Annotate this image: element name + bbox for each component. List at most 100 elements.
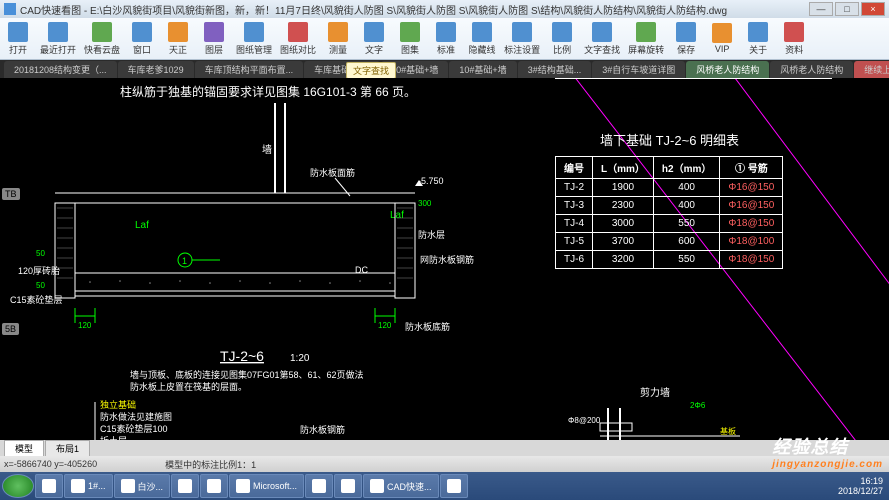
tool-11[interactable]: 标准 xyxy=(432,22,460,56)
tool-17[interactable]: 保存 xyxy=(672,22,700,56)
tool-1[interactable]: 最近打开 xyxy=(40,22,76,56)
taskbar-item-9[interactable] xyxy=(440,474,468,498)
tool-12[interactable]: 隐藏线 xyxy=(468,22,496,56)
cell: Φ16@150 xyxy=(720,197,783,215)
doc-tab-7[interactable]: 3#自行车坡道详图 xyxy=(592,61,685,78)
svg-text:防水板面筋: 防水板面筋 xyxy=(310,167,355,178)
cell: Φ16@150 xyxy=(720,179,783,197)
layout-tab-0[interactable]: 模型 xyxy=(4,440,44,457)
tool-icon xyxy=(676,22,696,42)
cell: TJ-5 xyxy=(556,233,593,251)
table-dj: DJ-950004000800Φ16@100Φ16@100 xyxy=(555,78,832,79)
doc-tab-2[interactable]: 车库顶结构平面布置... xyxy=(195,61,304,78)
tool-14[interactable]: 比例 xyxy=(548,22,576,56)
tool-icon xyxy=(364,22,384,42)
svg-text:C15素砼垫层100: C15素砼垫层100 xyxy=(100,423,168,434)
tool-icon xyxy=(8,22,28,42)
side-label-TB[interactable]: TB xyxy=(2,188,20,200)
tool-label: 窗口 xyxy=(133,43,151,56)
tool-label: 文字 xyxy=(365,43,383,56)
watermark: 经验总结 jingyanzongjie.com xyxy=(772,433,883,470)
tool-8[interactable]: 测量 xyxy=(324,22,352,56)
svg-text:独立基础: 独立基础 xyxy=(100,399,136,410)
coords-readout: x=-5866740 y=-405260 xyxy=(4,459,97,469)
taskbar-item-4[interactable] xyxy=(200,474,228,498)
doc-tab-1[interactable]: 车库老爹1029 xyxy=(118,61,194,78)
tool-20[interactable]: 资料 xyxy=(780,22,808,56)
side-label-5B[interactable]: 5B xyxy=(2,323,19,335)
task-label: 1#... xyxy=(88,481,106,491)
doc-tab-0[interactable]: 20181208结构变更（... xyxy=(4,61,117,78)
taskbar-item-3[interactable] xyxy=(171,474,199,498)
app-icon xyxy=(447,479,461,493)
tool-0[interactable]: 打开 xyxy=(4,22,32,56)
svg-text:基板: 基板 xyxy=(720,426,736,436)
tool-label: 图纸管理 xyxy=(236,43,272,56)
tool-2[interactable]: 快看云盘 xyxy=(84,22,120,56)
tool-19[interactable]: 关于 xyxy=(744,22,772,56)
layout-tabs: 模型布局1 xyxy=(0,440,889,456)
cell: 800 xyxy=(672,78,706,79)
tool-label: 图层 xyxy=(205,43,223,56)
app-icon xyxy=(312,479,326,493)
task-label: Microsoft... xyxy=(253,481,297,491)
tool-18[interactable]: VIP xyxy=(708,23,736,54)
svg-text:Laf: Laf xyxy=(135,220,149,231)
taskbar-item-2[interactable]: 白沙... xyxy=(114,474,171,498)
cell: 1900 xyxy=(593,179,654,197)
col-header: ① 号筋 xyxy=(720,157,783,179)
tool-13[interactable]: 标注设置 xyxy=(504,22,540,56)
tool-3[interactable]: 窗口 xyxy=(128,22,156,56)
tool-label: 图集 xyxy=(401,43,419,56)
tool-16[interactable]: 屏幕旋转 xyxy=(628,22,664,56)
tool-icon xyxy=(328,22,348,42)
taskbar-item-8[interactable]: CAD快速... xyxy=(363,474,439,498)
tool-icon xyxy=(636,22,656,42)
tool-label: 隐藏线 xyxy=(469,43,496,56)
tool-icon xyxy=(436,22,456,42)
cell: 2300 xyxy=(593,197,654,215)
tool-label: 图纸对比 xyxy=(280,43,316,56)
tool-9[interactable]: 文字 xyxy=(360,22,388,56)
doc-tab-8[interactable]: 风桥老人防结构 xyxy=(686,61,769,78)
taskbar-item-5[interactable]: Microsoft... xyxy=(229,474,304,498)
task-label: 白沙... xyxy=(138,480,164,493)
tool-4[interactable]: 天正 xyxy=(164,22,192,56)
taskbar-item-7[interactable] xyxy=(334,474,362,498)
tab-action[interactable]: 继续上传 xyxy=(854,61,889,78)
tool-label: 最近打开 xyxy=(40,43,76,56)
cad-drawing-svg: 柱纵筋于独基的锚固要求详见图集 16G101-3 第 66 页。 墙 防水板面筋… xyxy=(0,78,889,468)
cell: TJ-3 xyxy=(556,197,593,215)
doc-tab-9[interactable]: 风桥老人防结构 xyxy=(770,61,853,78)
svg-text:120: 120 xyxy=(78,321,92,330)
tool-5[interactable]: 图层 xyxy=(200,22,228,56)
tool-7[interactable]: 图纸对比 xyxy=(280,22,316,56)
maximize-button[interactable]: □ xyxy=(835,2,859,16)
cell: Φ18@150 xyxy=(720,215,783,233)
tool-6[interactable]: 图纸管理 xyxy=(236,22,272,56)
drawing-top-note: 柱纵筋于独基的锚固要求详见图集 16G101-3 第 66 页。 xyxy=(120,84,416,99)
cell: Φ18@100 xyxy=(720,233,783,251)
cell: 5000 xyxy=(594,78,633,79)
app-icon xyxy=(178,479,192,493)
svg-text:50: 50 xyxy=(36,281,45,290)
taskbar-item-0[interactable] xyxy=(35,474,63,498)
window-titlebar: CAD快速看图 - E:\白沙风貌街项目\风貌街新图，新，新！11月7日终\风貌… xyxy=(0,0,889,18)
doc-tab-5[interactable]: 10#基础+墙 xyxy=(449,61,516,78)
layout-tab-1[interactable]: 布局1 xyxy=(45,440,90,457)
minimize-button[interactable]: — xyxy=(809,2,833,16)
col-header: L（mm） xyxy=(593,157,654,179)
doc-tab-6[interactable]: 3#结构基础... xyxy=(518,61,592,78)
tool-icon xyxy=(168,22,188,42)
taskbar-item-6[interactable] xyxy=(305,474,333,498)
taskbar-item-1[interactable]: 1#... xyxy=(64,474,113,498)
close-button[interactable]: × xyxy=(861,2,885,16)
drawing-canvas[interactable]: 柱纵筋于独基的锚固要求详见图集 16G101-3 第 66 页。 墙 防水板面筋… xyxy=(0,78,889,468)
app-icon xyxy=(42,479,56,493)
clock[interactable]: 16:192018/12/27 xyxy=(838,476,887,496)
cell: 550 xyxy=(653,215,719,233)
tool-15[interactable]: 文字查找 xyxy=(584,22,620,56)
start-button[interactable] xyxy=(2,474,34,498)
cell: Φ16@100 xyxy=(706,78,769,79)
tool-10[interactable]: 图集 xyxy=(396,22,424,56)
